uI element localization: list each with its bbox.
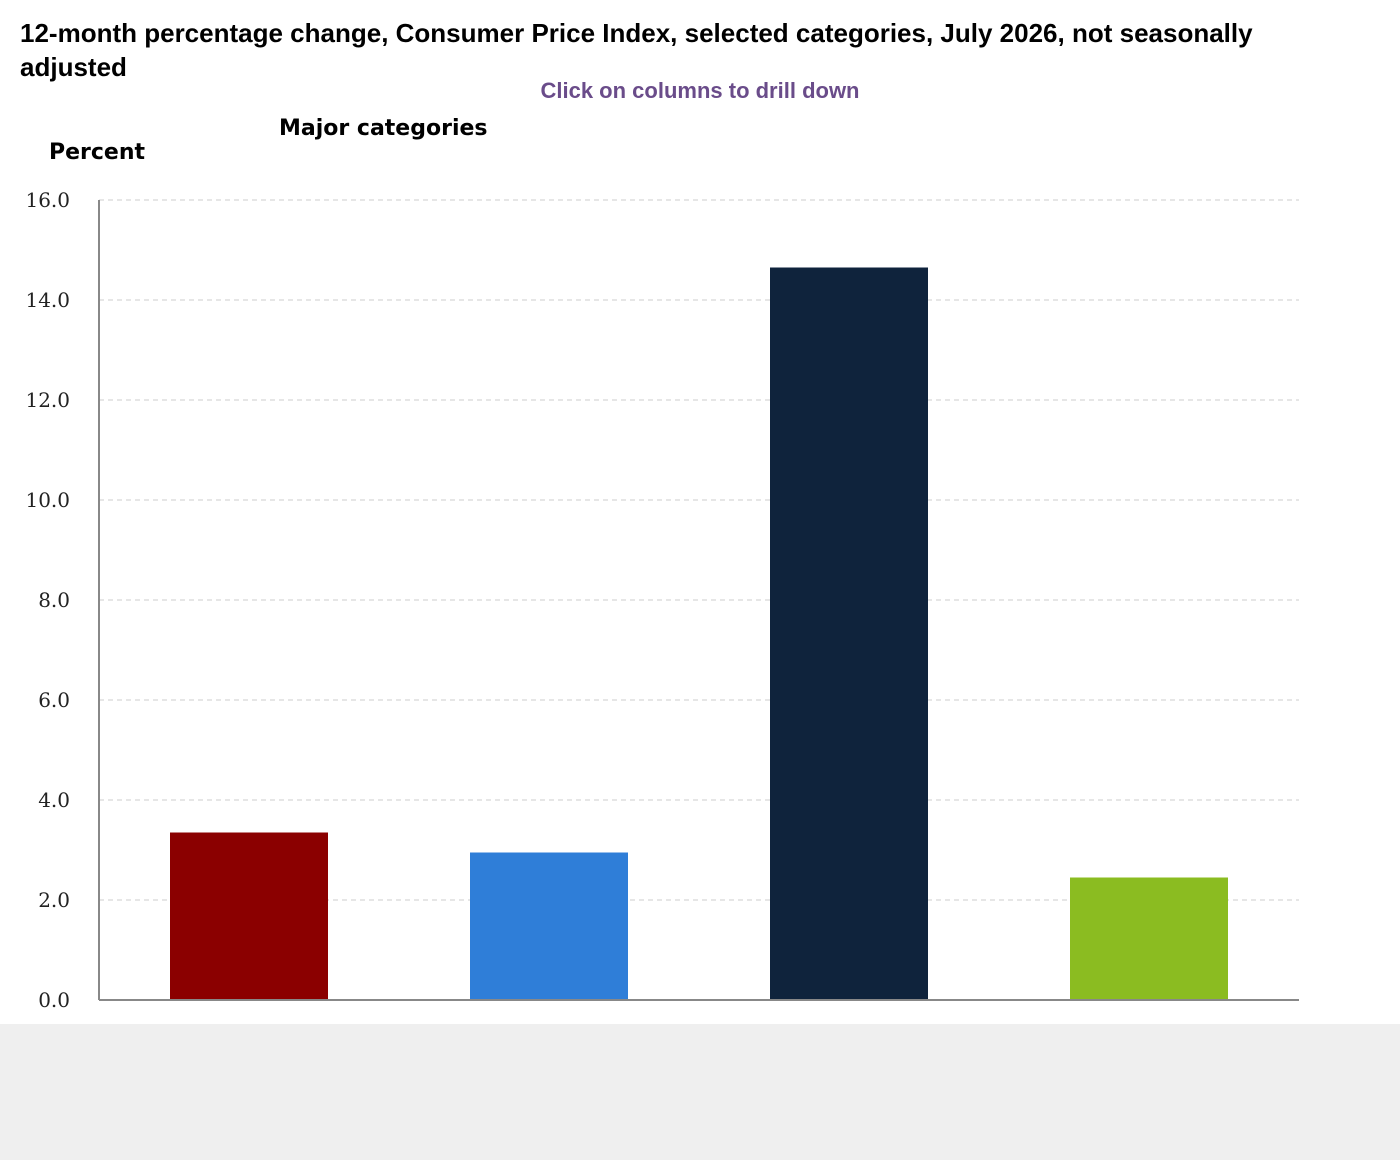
chart-title: 12-month percentage change, Consumer Pri…	[20, 18, 1253, 82]
y-tick-label-0: 0.0	[38, 988, 70, 1012]
bar-4[interactable]	[1070, 877, 1228, 1001]
footer-panel	[0, 1024, 1400, 1160]
y-tick-label-1: 2.0	[38, 888, 70, 912]
y-tick-label-2: 4.0	[38, 788, 70, 812]
bar-2[interactable]	[470, 852, 628, 1001]
bar-1[interactable]	[170, 832, 328, 1001]
gridlines	[99, 199, 1299, 901]
bar-3[interactable]	[770, 267, 928, 1001]
y-tick-label-6: 12.0	[25, 388, 70, 412]
y-tick-label-8: 16.0	[25, 188, 70, 212]
section-label: Major categories	[279, 116, 488, 141]
y-tick-label-7: 14.0	[25, 288, 70, 312]
y-tick-label-3: 6.0	[38, 688, 70, 712]
drill-down-hint[interactable]: Click on columns to drill down	[540, 78, 860, 103]
y-tick-label-5: 10.0	[25, 488, 70, 512]
axes	[98, 200, 1299, 1001]
y-axis-label: Percent	[49, 140, 146, 165]
bars	[170, 267, 1228, 1001]
y-tick-label-4: 8.0	[38, 588, 70, 612]
y-axis-ticks: 0.0 2.0 4.0 6.0 8.0 10.0 12.0 14.0 16.0	[25, 188, 70, 1012]
